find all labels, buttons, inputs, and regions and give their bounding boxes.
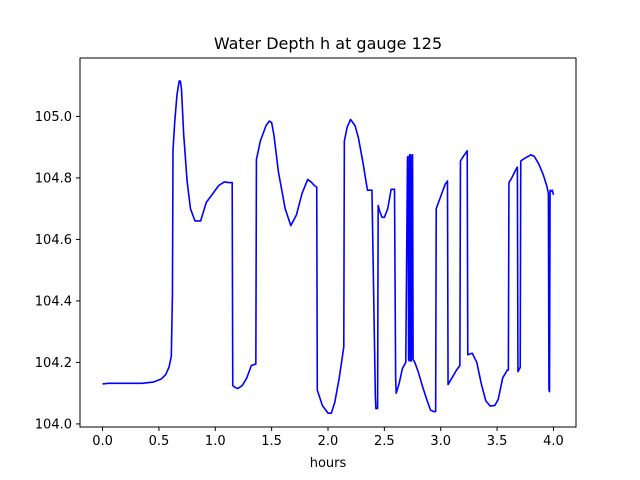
x-axis: 0.0 0.5 1.0 1.5 2.0 2.5 3.0 3.5 4.0: [92, 427, 564, 449]
x-tick-label: 0.5: [149, 434, 170, 449]
y-tick-label: 104.8: [35, 171, 72, 186]
y-tick-label: 104.6: [35, 233, 72, 248]
y-tick-label: 105.0: [35, 110, 72, 125]
x-tick-label: 4.0: [543, 434, 564, 449]
x-axis-label: hours: [310, 456, 347, 471]
y-axis: 104.0 104.2 104.4 104.6 104.8 105.0: [35, 110, 80, 432]
series-layer: [102, 80, 555, 414]
x-tick-label: 2.5: [374, 434, 395, 449]
series-line-0: [102, 80, 555, 414]
chart-title: Water Depth h at gauge 125: [214, 34, 442, 53]
x-tick-label: 1.0: [205, 434, 226, 449]
x-tick-label: 3.0: [430, 434, 451, 449]
x-tick-label: 2.0: [318, 434, 339, 449]
x-tick-label: 3.5: [487, 434, 508, 449]
y-tick-label: 104.2: [35, 356, 72, 371]
x-tick-label: 1.5: [261, 434, 282, 449]
y-tick-label: 104.4: [35, 294, 72, 309]
y-tick-label: 104.0: [35, 417, 72, 432]
x-tick-label: 0.0: [92, 434, 113, 449]
